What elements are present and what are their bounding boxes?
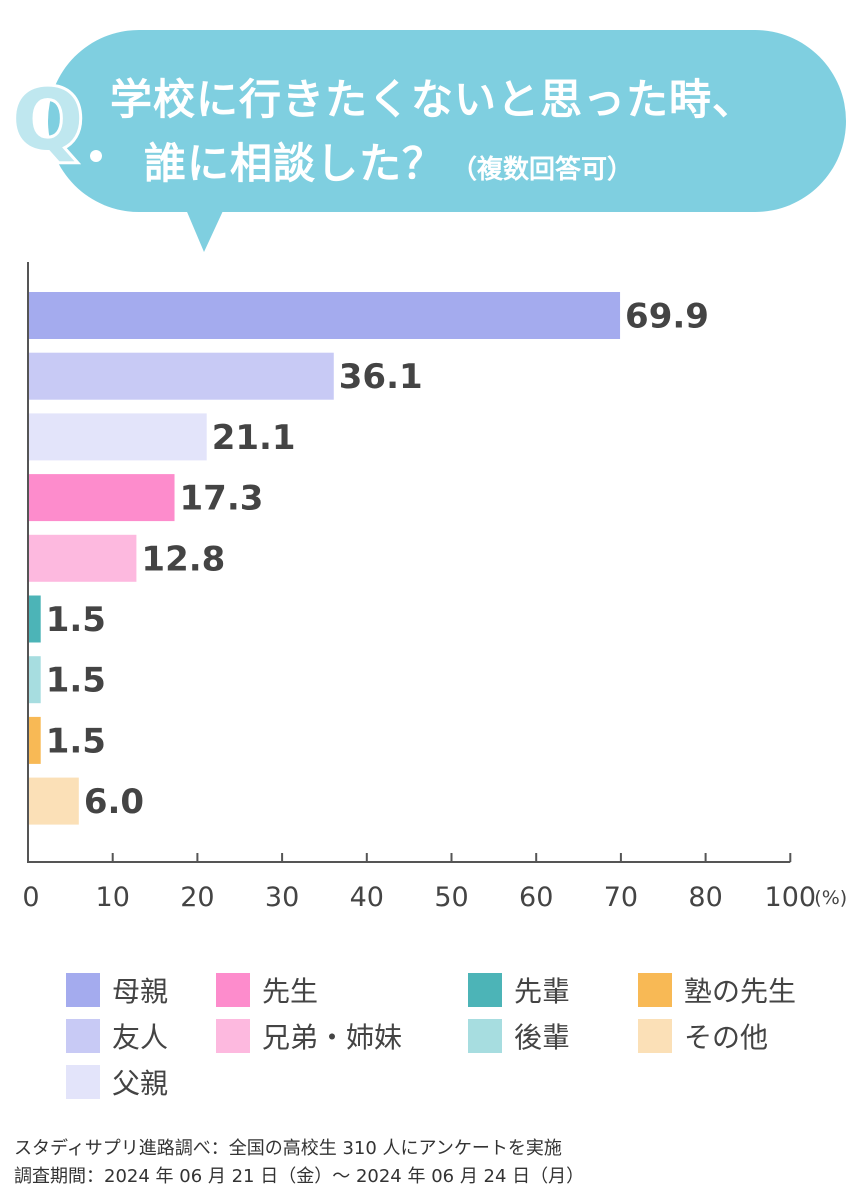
x-tick-label-0: 0 <box>22 882 39 913</box>
legend-swatch <box>66 1019 100 1053</box>
legend-swatch <box>66 1065 100 1099</box>
legend-item-1: 母親 <box>66 970 168 1010</box>
q-mark-dot <box>90 150 102 162</box>
legend: 母親 先生 先輩 塾の先生友人 兄弟・姉妹 後輩 その他父親 <box>66 966 836 1100</box>
question-line-2: 誰に相談した？ （複数回答可） <box>144 130 633 191</box>
legend-item-9: 父親 <box>66 1062 168 1102</box>
question-note: （複数回答可） <box>451 155 634 185</box>
legend-label: 母親 <box>112 975 169 1008</box>
survey-source: スタディサプリ進路調べ：全国の高校生 310 人にアンケートを実施 <box>14 1138 562 1159</box>
survey-period: 調査期間：2024 年 06 月 21 日（金）〜 2024 年 06 月 24… <box>14 1166 585 1187</box>
value-label-3: 21.1 <box>212 418 296 458</box>
legend-swatch <box>66 973 100 1007</box>
bar-chart: 69.9 36.1 21.1 17.3 12.8 1.5 1.5 1.5 6.0 0 10 20 30… <box>22 262 847 913</box>
legend-item-2: 先生 <box>216 970 318 1010</box>
x-tick-label-50: 50 <box>434 882 468 913</box>
question-bubble-tail <box>182 200 228 252</box>
legend-swatch <box>638 1019 672 1053</box>
x-tick-label-20: 20 <box>180 882 214 913</box>
x-tick-label-60: 60 <box>519 882 553 913</box>
legend-label: 先生 <box>262 975 319 1008</box>
bar-3 <box>28 413 207 461</box>
legend-swatch <box>468 973 502 1007</box>
value-label-6: 1.5 <box>46 600 106 640</box>
legend-swatch <box>468 1019 502 1053</box>
legend-item-7: 後輩 <box>468 1016 570 1056</box>
bars-group: 69.9 36.1 21.1 17.3 12.8 1.5 1.5 1.5 6.0 <box>28 292 709 825</box>
legend-swatch <box>638 973 672 1007</box>
question-bubble <box>48 30 846 212</box>
value-label-9: 6.0 <box>84 782 144 822</box>
bar-1 <box>28 292 621 339</box>
legend-label: 兄弟・姉妹 <box>262 1021 403 1054</box>
x-tick-label-100: 100 <box>765 882 817 913</box>
q-mark: Q <box>9 71 86 169</box>
bar-2 <box>28 352 334 400</box>
legend-label: 父親 <box>112 1067 169 1100</box>
legend-label: 後輩 <box>514 1021 571 1054</box>
legend-label: 先輩 <box>514 975 571 1008</box>
question-line-2-text: 誰に相談した？ <box>144 139 446 188</box>
value-label-7: 1.5 <box>46 661 106 701</box>
bar-5 <box>28 534 137 582</box>
x-axis-unit: (%) <box>814 887 847 909</box>
legend-label: 友人 <box>112 1021 169 1054</box>
legend-swatch <box>216 1019 250 1053</box>
bar-6 <box>28 595 41 643</box>
legend-label: その他 <box>684 1021 769 1054</box>
legend-item-6: 兄弟・姉妹 <box>216 1016 402 1056</box>
legend-item-4: 塾の先生 <box>638 970 796 1010</box>
value-label-8: 1.5 <box>46 721 106 761</box>
bar-4 <box>28 474 175 522</box>
x-tick-label-10: 10 <box>96 882 130 913</box>
legend-swatch <box>216 973 250 1007</box>
legend-item-8: その他 <box>638 1016 768 1056</box>
bar-7 <box>28 656 41 704</box>
value-label-5: 12.8 <box>141 539 225 579</box>
legend-label: 塾の先生 <box>684 975 797 1008</box>
x-tick-label-30: 30 <box>265 882 299 913</box>
value-label-4: 17.3 <box>180 479 264 519</box>
question-line-1: 学校に行きたくないと思った時、 <box>110 75 756 124</box>
bar-9 <box>28 777 79 825</box>
value-label-1: 69.9 <box>625 297 709 337</box>
x-tick-label-40: 40 <box>350 882 384 913</box>
x-tick-label-80: 80 <box>688 882 722 913</box>
bar-8 <box>28 716 41 764</box>
value-label-2: 36.1 <box>339 357 423 397</box>
x-tick-label-70: 70 <box>604 882 638 913</box>
axes-group: 0 10 20 30 40 50 60 70 80 100(%) <box>22 262 847 913</box>
legend-item-5: 友人 <box>66 1016 168 1056</box>
legend-item-3: 先輩 <box>468 970 570 1010</box>
